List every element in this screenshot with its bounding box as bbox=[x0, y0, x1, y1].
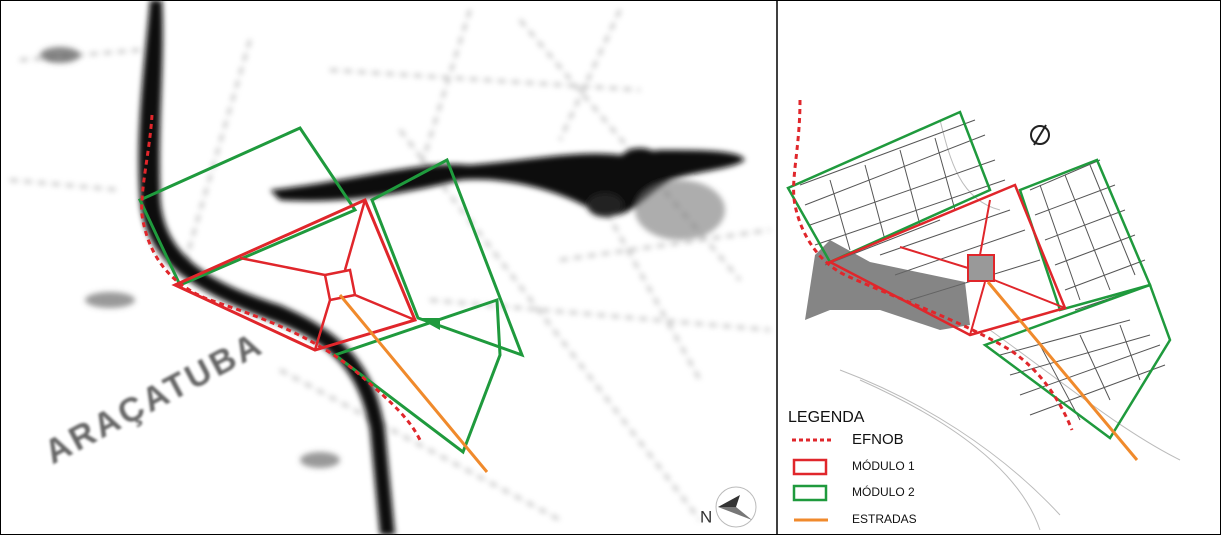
map-line bbox=[829, 137, 956, 251]
map-line bbox=[558, 9, 622, 141]
map-line bbox=[859, 379, 1041, 531]
right-map bbox=[786, 99, 1181, 531]
compass-needle bbox=[718, 495, 740, 507]
module-2 bbox=[331, 297, 502, 455]
north-symbol bbox=[1030, 125, 1050, 145]
map-line bbox=[559, 228, 771, 262]
plaza bbox=[967, 254, 995, 282]
map-line bbox=[799, 119, 1006, 266]
map-line bbox=[615, 148, 665, 192]
module-1-streets bbox=[899, 199, 1066, 336]
map-line bbox=[398, 129, 702, 521]
legend-label: EFNOB bbox=[852, 431, 904, 448]
map-features bbox=[9, 9, 771, 522]
railway bbox=[140, 114, 422, 441]
module-2 bbox=[982, 283, 1172, 440]
legend-label: MÓDULO 1 bbox=[852, 458, 915, 473]
module-2 bbox=[786, 110, 992, 264]
module-2-mark bbox=[418, 318, 440, 330]
map-line bbox=[300, 452, 340, 468]
map-line bbox=[138, 0, 396, 535]
railway bbox=[792, 99, 1074, 431]
legend-symbol bbox=[792, 484, 828, 502]
module-2 bbox=[137, 126, 358, 287]
compass-needle bbox=[718, 507, 752, 520]
map-line bbox=[598, 199, 702, 381]
map-line bbox=[85, 292, 135, 308]
legend-label: MÓDULO 2 bbox=[852, 484, 915, 499]
map-line bbox=[999, 319, 1166, 416]
map-line bbox=[329, 68, 641, 92]
north-label: N bbox=[700, 507, 712, 526]
map-line bbox=[1039, 164, 1136, 301]
map-line bbox=[40, 47, 80, 63]
legend: LEGENDA EFNOB MÓDULO 1 MÓDULO 2 ESTRADAS bbox=[788, 409, 917, 526]
legend-title: LEGENDA bbox=[788, 409, 865, 426]
road bbox=[986, 281, 1139, 461]
map-line bbox=[9, 178, 121, 192]
legend-label: ESTRADAS bbox=[852, 512, 917, 526]
map-line bbox=[635, 180, 725, 240]
urban-area bbox=[805, 240, 970, 330]
map-line bbox=[839, 369, 1061, 516]
legend-symbol bbox=[792, 458, 828, 476]
module-1-streets bbox=[239, 199, 416, 351]
north-symbol bbox=[1033, 124, 1047, 146]
map-line bbox=[279, 368, 561, 522]
module-2 bbox=[370, 157, 525, 358]
map-line bbox=[1039, 324, 1141, 421]
road bbox=[338, 294, 489, 473]
map-line bbox=[587, 193, 623, 217]
map-line bbox=[939, 119, 1001, 211]
map-features bbox=[40, 0, 745, 535]
